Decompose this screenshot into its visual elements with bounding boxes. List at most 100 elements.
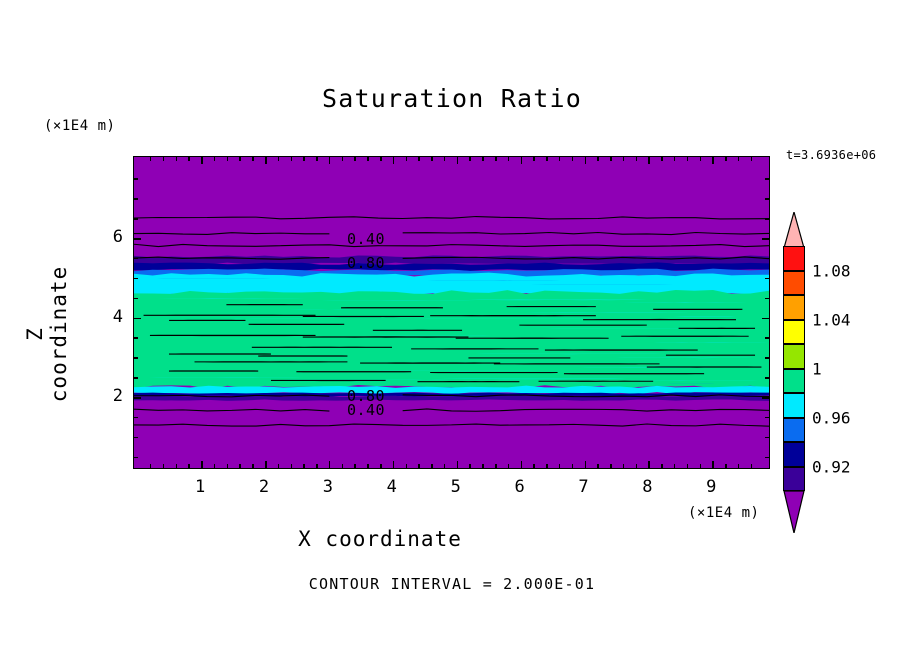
x-axis-tick bbox=[341, 157, 344, 161]
x-axis-tick bbox=[149, 464, 152, 468]
y-axis-tick bbox=[134, 297, 138, 300]
y-axis-tick bbox=[765, 218, 769, 220]
x-axis-tick bbox=[252, 157, 254, 161]
y-axis-tick bbox=[134, 436, 138, 439]
y-axis-tick bbox=[134, 377, 138, 379]
x-axis-tick bbox=[213, 464, 216, 468]
y-axis-tick bbox=[134, 357, 138, 359]
contour-label: 0.40 bbox=[346, 401, 386, 419]
contour-label: 0.80 bbox=[346, 254, 386, 272]
y-axis-tick bbox=[134, 416, 138, 419]
x-axis-tick bbox=[316, 464, 318, 468]
y-axis-tick bbox=[134, 218, 138, 220]
time-stamp-annotation: t=3.6936e+06 bbox=[786, 148, 877, 162]
x-axis-tick bbox=[405, 157, 408, 161]
y-axis-tick bbox=[134, 257, 138, 260]
x-axis-tick bbox=[712, 461, 714, 468]
x-axis-tick bbox=[495, 157, 497, 161]
y-axis-tick bbox=[765, 416, 769, 419]
y-axis-tick bbox=[134, 397, 141, 399]
y-axis-title: Z coordinate bbox=[23, 265, 71, 403]
x-axis-tick bbox=[661, 464, 663, 468]
x-axis-tick bbox=[367, 464, 369, 468]
x-axis-tick bbox=[482, 464, 484, 468]
x-axis-tick bbox=[443, 464, 446, 468]
contour-plot-area[interactable] bbox=[133, 156, 770, 469]
contour-label: 0.40 bbox=[346, 230, 386, 248]
y-axis-tick bbox=[134, 337, 138, 339]
colorbar-band bbox=[783, 270, 805, 295]
x-axis-tick bbox=[686, 464, 689, 468]
x-axis-tick bbox=[367, 157, 369, 161]
colorbar-tick-label: 1 bbox=[812, 359, 822, 378]
colorbar[interactable] bbox=[783, 212, 805, 533]
y-axis-tick bbox=[765, 178, 769, 180]
colorbar-band bbox=[783, 319, 805, 344]
x-axis-tick-label: 1 bbox=[194, 477, 206, 497]
x-axis-tick bbox=[546, 464, 548, 468]
x-axis-tick bbox=[533, 464, 535, 468]
colorbar-band bbox=[783, 368, 805, 393]
x-axis-tick bbox=[418, 157, 420, 161]
x-axis-tick bbox=[431, 464, 433, 468]
x-axis-tick bbox=[265, 157, 267, 164]
x-axis-tick bbox=[354, 464, 356, 468]
x-axis-tick bbox=[622, 157, 625, 161]
x-axis-tick bbox=[520, 461, 523, 468]
x-axis-tick-label: 8 bbox=[642, 477, 653, 497]
x-axis-tick bbox=[303, 157, 305, 161]
x-axis-tick bbox=[635, 157, 638, 161]
x-axis-tick-label: 6 bbox=[514, 477, 525, 497]
x-axis-tick bbox=[277, 464, 280, 468]
x-axis-tick bbox=[456, 461, 459, 468]
y-axis-units-label: (×1E4 m) bbox=[44, 118, 116, 134]
x-axis-tick bbox=[469, 464, 471, 468]
x-axis-tick-label: 4 bbox=[386, 477, 397, 497]
x-axis-tick bbox=[303, 464, 305, 468]
y-axis-tick bbox=[765, 257, 769, 260]
x-axis-tick bbox=[622, 464, 625, 468]
y-axis-tick bbox=[762, 238, 769, 240]
x-axis-tick bbox=[507, 157, 510, 161]
x-axis-tick bbox=[661, 157, 663, 161]
x-axis-tick-label: 5 bbox=[450, 477, 461, 497]
x-axis-tick bbox=[699, 464, 702, 468]
x-axis-tick bbox=[725, 464, 727, 468]
colorbar-band bbox=[783, 246, 805, 271]
x-axis-tick bbox=[431, 157, 433, 161]
x-axis-title: X coordinate bbox=[298, 527, 462, 551]
y-axis-tick bbox=[762, 397, 769, 399]
colorbar-band bbox=[783, 417, 805, 442]
y-axis-tick bbox=[134, 317, 141, 319]
x-axis-tick bbox=[188, 157, 190, 161]
y-axis-tick bbox=[134, 456, 138, 459]
x-axis-tick bbox=[750, 464, 753, 468]
x-axis-tick bbox=[405, 464, 408, 468]
x-axis-tick bbox=[712, 157, 714, 164]
y-axis-tick bbox=[134, 198, 138, 200]
x-axis-tick bbox=[213, 157, 216, 161]
x-axis-tick bbox=[558, 157, 561, 161]
y-axis-tick bbox=[765, 436, 769, 439]
y-axis-tick bbox=[765, 277, 769, 280]
y-axis-tick bbox=[765, 456, 769, 459]
x-axis-tick bbox=[520, 157, 523, 164]
colorbar-bottom-arrow bbox=[783, 491, 805, 533]
x-axis-tick-label: 7 bbox=[578, 477, 589, 497]
y-axis-tick bbox=[762, 317, 769, 319]
x-axis-tick bbox=[226, 464, 229, 468]
y-axis-tick-label: 6 bbox=[112, 227, 123, 247]
x-axis-tick bbox=[469, 157, 471, 161]
x-axis-tick bbox=[546, 157, 548, 161]
y-axis-tick bbox=[765, 377, 769, 379]
x-axis-tick bbox=[188, 464, 190, 468]
x-axis-tick bbox=[341, 464, 344, 468]
x-axis-tick bbox=[290, 464, 293, 468]
x-axis-tick bbox=[686, 157, 689, 161]
x-axis-tick bbox=[495, 464, 497, 468]
y-axis-tick bbox=[765, 337, 769, 339]
y-axis-tick bbox=[134, 238, 141, 240]
x-axis-tick bbox=[392, 157, 395, 164]
y-axis-tick bbox=[134, 277, 138, 280]
x-axis-tick bbox=[737, 464, 740, 468]
